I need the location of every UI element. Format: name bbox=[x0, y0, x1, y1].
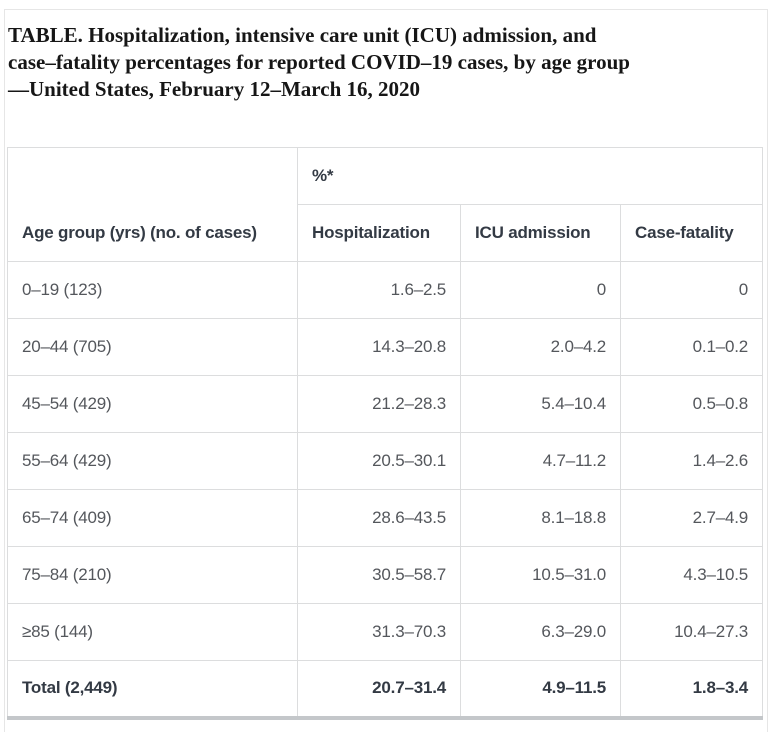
cell-total-case-fatality: 1.8–3.4 bbox=[620, 660, 763, 718]
cell-icu-admission: 2.0–4.2 bbox=[460, 318, 621, 376]
table-caption-line: case–fatality percentages for reported C… bbox=[8, 50, 630, 74]
cell-hospitalization: 30.5–58.7 bbox=[297, 546, 461, 604]
cell-hospitalization: 1.6–2.5 bbox=[297, 261, 461, 319]
col-header-age-group: Age group (yrs) (no. of cases) bbox=[7, 147, 298, 262]
table-row: 0–19 (123) 1.6–2.5 0 0 bbox=[7, 261, 763, 319]
table-caption-line: —United States, February 12–March 16, 20… bbox=[8, 77, 420, 101]
col-header-hospitalization: Hospitalization bbox=[297, 204, 461, 262]
table-row: 20–44 (705) 14.3–20.8 2.0–4.2 0.1–0.2 bbox=[7, 318, 763, 376]
cell-age-group: ≥85 (144) bbox=[7, 603, 298, 661]
cell-hospitalization: 31.3–70.3 bbox=[297, 603, 461, 661]
cell-age-group: 75–84 (210) bbox=[7, 546, 298, 604]
cell-age-group: 45–54 (429) bbox=[7, 375, 298, 433]
cell-case-fatality: 10.4–27.3 bbox=[620, 603, 763, 661]
cell-total-label: Total (2,449) bbox=[7, 660, 298, 718]
cell-icu-admission: 6.3–29.0 bbox=[460, 603, 621, 661]
header-row-group: Age group (yrs) (no. of cases) %* bbox=[7, 147, 763, 262]
col-group-header-percent: %* bbox=[297, 147, 763, 205]
col-header-case-fatality: Case-fatality bbox=[620, 204, 763, 262]
cell-icu-admission: 5.4–10.4 bbox=[460, 375, 621, 433]
cell-total-hospitalization: 20.7–31.4 bbox=[297, 660, 461, 718]
cell-age-group: 20–44 (705) bbox=[7, 318, 298, 376]
cell-case-fatality: 0.1–0.2 bbox=[620, 318, 763, 376]
cell-age-group: 55–64 (429) bbox=[7, 432, 298, 490]
cell-icu-admission: 10.5–31.0 bbox=[460, 546, 621, 604]
cell-hospitalization: 28.6–43.5 bbox=[297, 489, 461, 547]
cell-age-group: 65–74 (409) bbox=[7, 489, 298, 547]
table-total-row: Total (2,449) 20.7–31.4 4.9–11.5 1.8–3.4 bbox=[7, 660, 763, 718]
cell-hospitalization: 14.3–20.8 bbox=[297, 318, 461, 376]
table-row: 45–54 (429) 21.2–28.3 5.4–10.4 0.5–0.8 bbox=[7, 375, 763, 433]
cell-age-group: 0–19 (123) bbox=[7, 261, 298, 319]
table-row: 55–64 (429) 20.5–30.1 4.7–11.2 1.4–2.6 bbox=[7, 432, 763, 490]
col-header-icu-admission: ICU admission bbox=[460, 204, 621, 262]
cell-case-fatality: 0.5–0.8 bbox=[620, 375, 763, 433]
cell-icu-admission: 0 bbox=[460, 261, 621, 319]
cell-total-icu-admission: 4.9–11.5 bbox=[460, 660, 621, 718]
table-row: 65–74 (409) 28.6–43.5 8.1–18.8 2.7–4.9 bbox=[7, 489, 763, 547]
table-caption: TABLE. Hospitalization, intensive care u… bbox=[8, 22, 762, 103]
table-caption-line: TABLE. Hospitalization, intensive care u… bbox=[8, 23, 597, 47]
cell-case-fatality: 0 bbox=[620, 261, 763, 319]
cell-icu-admission: 4.7–11.2 bbox=[460, 432, 621, 490]
cell-icu-admission: 8.1–18.8 bbox=[460, 489, 621, 547]
cell-case-fatality: 2.7–4.9 bbox=[620, 489, 763, 547]
table-row: ≥85 (144) 31.3–70.3 6.3–29.0 10.4–27.3 bbox=[7, 603, 763, 661]
cell-case-fatality: 1.4–2.6 bbox=[620, 432, 763, 490]
cell-case-fatality: 4.3–10.5 bbox=[620, 546, 763, 604]
covid-age-group-table: Age group (yrs) (no. of cases) %* Hospit… bbox=[7, 147, 763, 720]
cell-hospitalization: 21.2–28.3 bbox=[297, 375, 461, 433]
table-row: 75–84 (210) 30.5–58.7 10.5–31.0 4.3–10.5 bbox=[7, 546, 763, 604]
cell-hospitalization: 20.5–30.1 bbox=[297, 432, 461, 490]
